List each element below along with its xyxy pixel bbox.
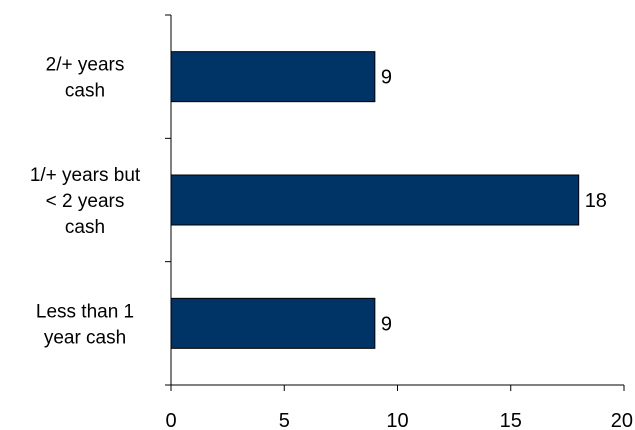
bar xyxy=(170,297,376,349)
bar xyxy=(170,51,376,103)
category-label: 1/+ years but < 2 years cash xyxy=(30,165,141,238)
x-tick-label: 0 xyxy=(165,410,176,430)
bars-group xyxy=(170,51,580,349)
category-label-line: cash xyxy=(65,81,105,102)
x-tick-label: 15 xyxy=(500,410,522,430)
category-label-line: Less than 1 xyxy=(36,301,134,322)
category-label-line: cash xyxy=(65,217,105,238)
data-labels-group: 9 18 9 xyxy=(381,67,607,336)
data-label: 18 xyxy=(585,190,607,212)
category-label-line: year cash xyxy=(44,327,126,348)
category-label: Less than 1 year cash xyxy=(36,301,134,348)
category-label-line: < 2 years xyxy=(46,191,125,212)
y-axis xyxy=(165,14,172,386)
x-tick-label: 20 xyxy=(611,410,633,430)
category-label-line: 1/+ years but xyxy=(30,165,141,186)
bar xyxy=(170,174,580,226)
x-tick-label: 5 xyxy=(279,410,290,430)
x-tick-label: 10 xyxy=(386,410,408,430)
data-label: 9 xyxy=(381,67,392,89)
category-label: 2/+ years cash xyxy=(46,55,125,102)
category-labels-group: 2/+ years cash 1/+ years but < 2 years cash L… xyxy=(30,55,141,349)
data-label: 9 xyxy=(381,313,392,335)
category-label-line: 2/+ years xyxy=(46,55,125,76)
x-axis: 0 5 10 15 20 xyxy=(165,384,633,430)
